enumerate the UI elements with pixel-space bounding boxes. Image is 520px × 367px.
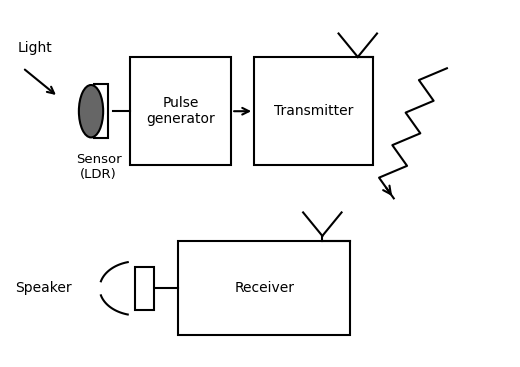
Ellipse shape [79,85,103,137]
Text: Receiver: Receiver [234,281,294,295]
Text: Speaker: Speaker [15,281,72,295]
Bar [130,57,231,166]
Bar [178,241,350,335]
Bar [94,84,108,138]
Text: Transmitter: Transmitter [274,104,353,118]
Text: Pulse
generator: Pulse generator [146,96,215,126]
Bar [135,267,154,310]
Bar [254,57,373,166]
Text: Sensor
(LDR): Sensor (LDR) [76,153,122,181]
Text: Light: Light [18,41,53,55]
